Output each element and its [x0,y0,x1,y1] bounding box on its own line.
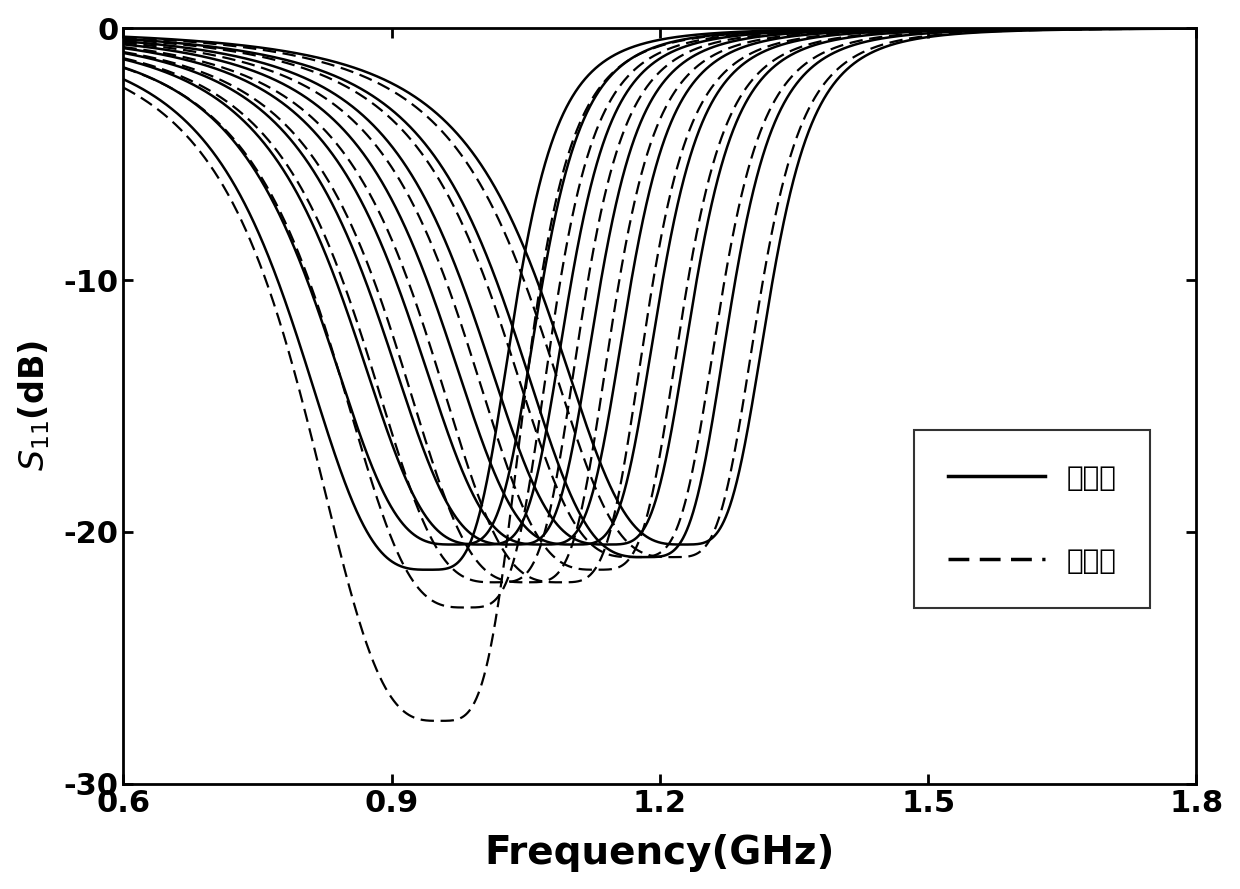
Y-axis label: $S_{11}$(dB): $S_{11}$(dB) [16,340,52,471]
X-axis label: Frequency(GHz): Frequency(GHz) [485,835,835,872]
Legend: 测试値, 理论値: 测试値, 理论値 [914,430,1151,608]
